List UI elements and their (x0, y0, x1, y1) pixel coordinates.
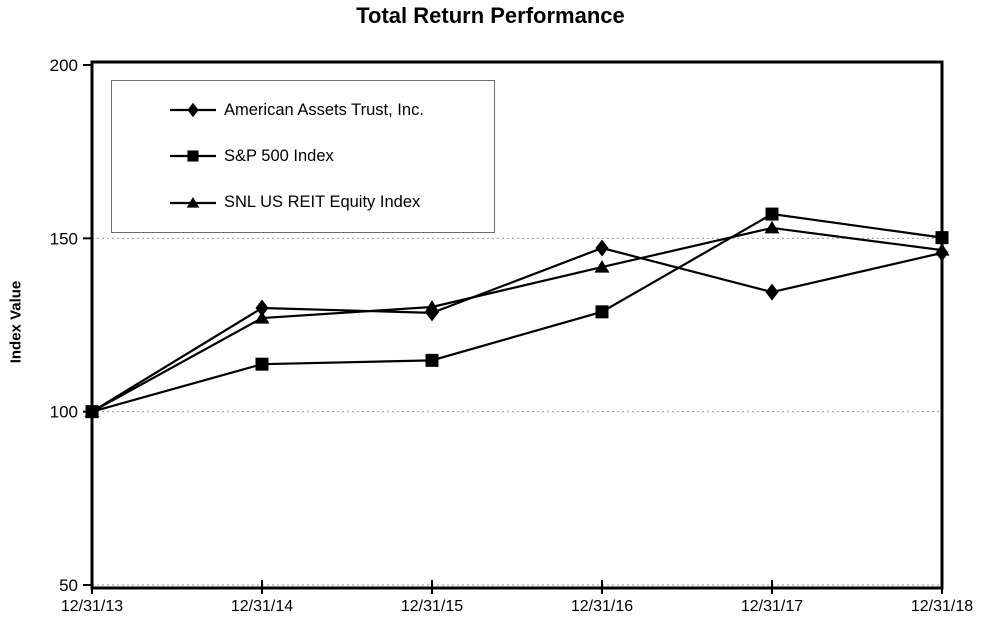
series-line-0 (91, 246, 943, 413)
marker-square-icon (187, 150, 199, 163)
series-line-2 (91, 226, 943, 413)
marker-square-icon (425, 353, 439, 367)
legend: American Assets Trust, Inc. S&P 500 Index… (111, 80, 495, 233)
x-axis-tick-label: 12/31/16 (571, 598, 633, 615)
x-axis-tick-label: 12/31/13 (61, 598, 123, 615)
legend-marker-triangle-icon (170, 196, 216, 208)
marker-square-icon (935, 231, 949, 245)
marker-diamond-icon (187, 102, 199, 118)
marker-triangle-icon (254, 311, 270, 324)
legend-marker-square-icon (170, 150, 216, 163)
y-axis-tick-label: 150 (50, 229, 78, 248)
marker-square-icon (765, 207, 779, 221)
marker-triangle-icon (764, 220, 780, 234)
x-axis-tick-label: 12/31/15 (401, 598, 463, 615)
legend-marker-diamond-icon (170, 102, 216, 118)
legend-label: SNL US REIT Equity Index (224, 193, 421, 212)
y-axis-tick-label: 200 (50, 56, 78, 75)
x-axis-tick-label: 12/31/14 (231, 598, 293, 615)
marker-square-icon (595, 305, 609, 319)
legend-item: SNL US REIT Equity Index (169, 193, 488, 213)
y-axis-tick-label: 100 (50, 403, 78, 422)
marker-triangle-icon (186, 196, 200, 208)
marker-diamond-icon (255, 299, 269, 317)
series-line-1 (91, 212, 943, 413)
marker-square-icon (255, 357, 269, 371)
y-axis-tick-label: 50 (59, 576, 78, 595)
legend-label: American Assets Trust, Inc. (224, 100, 424, 119)
x-axis-tick-label: 12/31/18 (911, 598, 973, 615)
marker-diamond-icon (935, 244, 949, 262)
marker-triangle-icon (594, 260, 610, 273)
legend-label: S&P 500 Index (224, 146, 334, 165)
chart-title: Total Return Performance (356, 3, 625, 28)
legend-item: American Assets Trust, Inc. (169, 100, 488, 120)
x-axis-tick-label: 12/31/17 (741, 598, 803, 615)
plot-frame (90, 60, 944, 590)
marker-diamond-icon (765, 283, 779, 301)
marker-diamond-icon (425, 304, 439, 322)
marker-diamond-icon (595, 239, 609, 257)
marker-square-icon (85, 405, 99, 419)
legend-item: S&P 500 Index (169, 146, 488, 166)
